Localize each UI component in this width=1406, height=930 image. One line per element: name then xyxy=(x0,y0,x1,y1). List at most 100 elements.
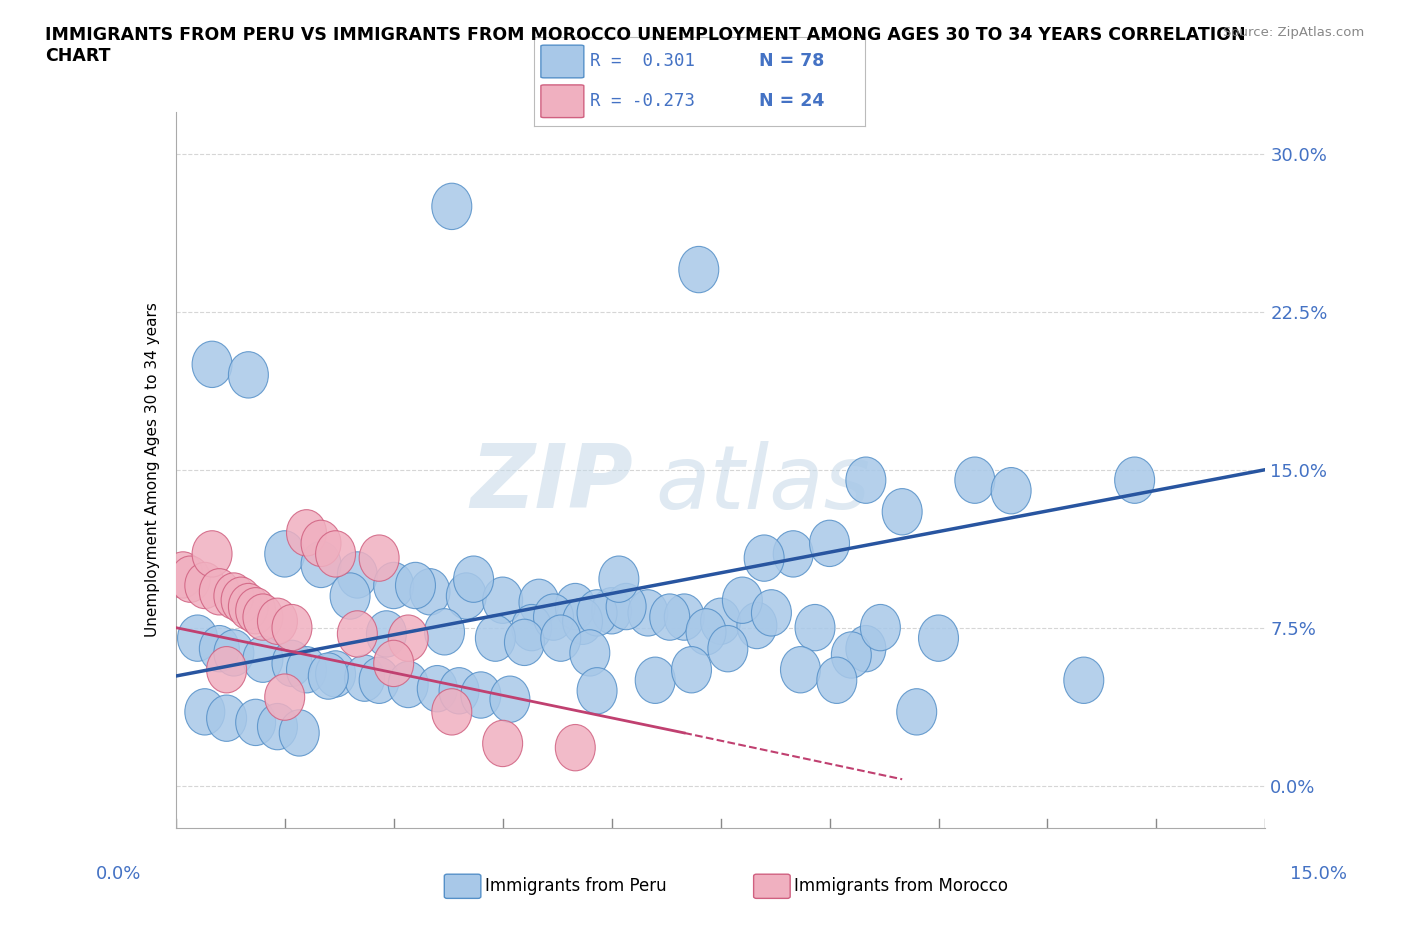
Ellipse shape xyxy=(257,598,298,644)
Ellipse shape xyxy=(330,573,370,619)
Ellipse shape xyxy=(991,468,1031,514)
Ellipse shape xyxy=(1115,457,1154,503)
FancyBboxPatch shape xyxy=(541,85,583,117)
Text: Immigrants from Morocco: Immigrants from Morocco xyxy=(794,877,1008,896)
Ellipse shape xyxy=(817,658,856,703)
Ellipse shape xyxy=(374,640,413,686)
Ellipse shape xyxy=(207,695,246,741)
Ellipse shape xyxy=(439,668,479,714)
Ellipse shape xyxy=(214,630,254,676)
Ellipse shape xyxy=(897,689,936,735)
Ellipse shape xyxy=(315,531,356,577)
Ellipse shape xyxy=(243,636,283,683)
Ellipse shape xyxy=(193,531,232,577)
Ellipse shape xyxy=(193,341,232,388)
Ellipse shape xyxy=(337,611,377,658)
FancyBboxPatch shape xyxy=(541,46,583,78)
Ellipse shape xyxy=(846,626,886,671)
Ellipse shape xyxy=(489,676,530,723)
Ellipse shape xyxy=(264,674,305,720)
Text: 15.0%: 15.0% xyxy=(1289,865,1347,883)
Ellipse shape xyxy=(280,710,319,756)
Ellipse shape xyxy=(475,615,516,661)
Ellipse shape xyxy=(454,556,494,603)
Ellipse shape xyxy=(628,590,668,636)
Ellipse shape xyxy=(257,703,298,750)
Text: N = 24: N = 24 xyxy=(759,92,824,110)
Ellipse shape xyxy=(446,573,486,619)
Ellipse shape xyxy=(287,510,326,556)
Ellipse shape xyxy=(200,626,239,671)
Ellipse shape xyxy=(301,541,342,588)
Ellipse shape xyxy=(207,646,246,693)
Ellipse shape xyxy=(599,556,638,603)
Ellipse shape xyxy=(751,590,792,636)
Ellipse shape xyxy=(773,531,813,577)
Ellipse shape xyxy=(184,563,225,608)
Ellipse shape xyxy=(236,699,276,746)
Ellipse shape xyxy=(344,655,385,701)
Ellipse shape xyxy=(184,689,225,735)
Ellipse shape xyxy=(723,577,762,623)
Ellipse shape xyxy=(359,658,399,703)
Ellipse shape xyxy=(388,615,429,661)
Ellipse shape xyxy=(700,598,741,644)
Ellipse shape xyxy=(555,724,595,771)
Text: IMMIGRANTS FROM PERU VS IMMIGRANTS FROM MOROCCO UNEMPLOYMENT AMONG AGES 30 TO 34: IMMIGRANTS FROM PERU VS IMMIGRANTS FROM … xyxy=(45,26,1246,65)
Text: Immigrants from Peru: Immigrants from Peru xyxy=(485,877,666,896)
Ellipse shape xyxy=(918,615,959,661)
Ellipse shape xyxy=(576,590,617,636)
Ellipse shape xyxy=(519,579,560,626)
Ellipse shape xyxy=(533,594,574,640)
Ellipse shape xyxy=(337,551,377,598)
Ellipse shape xyxy=(650,594,690,640)
Ellipse shape xyxy=(315,651,356,698)
Ellipse shape xyxy=(243,594,283,640)
Ellipse shape xyxy=(664,594,704,640)
Ellipse shape xyxy=(512,604,551,651)
Ellipse shape xyxy=(592,588,631,634)
Ellipse shape xyxy=(555,583,595,630)
Ellipse shape xyxy=(541,615,581,661)
Text: Source: ZipAtlas.com: Source: ZipAtlas.com xyxy=(1223,26,1364,39)
Ellipse shape xyxy=(432,689,472,735)
Ellipse shape xyxy=(672,646,711,693)
Ellipse shape xyxy=(569,630,610,676)
Ellipse shape xyxy=(831,631,872,678)
Ellipse shape xyxy=(794,604,835,651)
Ellipse shape xyxy=(228,352,269,398)
Y-axis label: Unemployment Among Ages 30 to 34 years: Unemployment Among Ages 30 to 34 years xyxy=(145,302,160,637)
Ellipse shape xyxy=(264,531,305,577)
Ellipse shape xyxy=(636,658,675,703)
Ellipse shape xyxy=(1064,658,1104,703)
Ellipse shape xyxy=(271,604,312,651)
Ellipse shape xyxy=(374,563,413,608)
Ellipse shape xyxy=(170,556,211,603)
Ellipse shape xyxy=(860,604,900,651)
Ellipse shape xyxy=(388,661,429,708)
Ellipse shape xyxy=(606,583,647,630)
Ellipse shape xyxy=(200,568,239,615)
Ellipse shape xyxy=(576,668,617,714)
Text: atlas: atlas xyxy=(655,441,870,527)
Ellipse shape xyxy=(482,577,523,623)
Ellipse shape xyxy=(679,246,718,293)
Ellipse shape xyxy=(271,640,312,686)
Ellipse shape xyxy=(214,573,254,619)
Ellipse shape xyxy=(163,551,202,598)
Ellipse shape xyxy=(411,568,450,615)
Ellipse shape xyxy=(221,577,262,623)
Text: ZIP: ZIP xyxy=(471,441,633,527)
Ellipse shape xyxy=(461,671,501,718)
Text: R =  0.301: R = 0.301 xyxy=(591,52,696,70)
Ellipse shape xyxy=(359,535,399,581)
Ellipse shape xyxy=(236,588,276,634)
Ellipse shape xyxy=(707,626,748,671)
Ellipse shape xyxy=(418,666,457,711)
Ellipse shape xyxy=(425,608,464,655)
Ellipse shape xyxy=(395,563,436,608)
Ellipse shape xyxy=(882,488,922,535)
Ellipse shape xyxy=(287,646,326,693)
Ellipse shape xyxy=(846,457,886,503)
Ellipse shape xyxy=(562,598,603,644)
